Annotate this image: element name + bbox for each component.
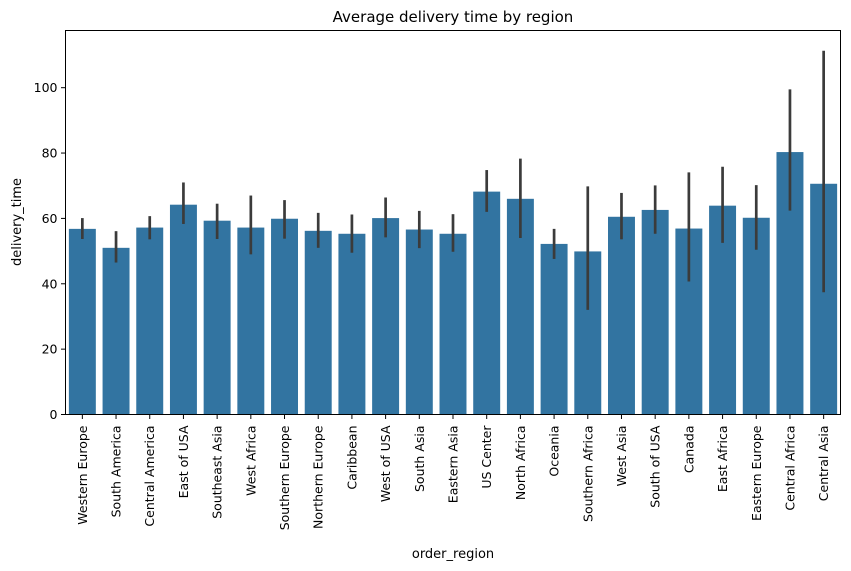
y-tick-label: 100	[34, 80, 58, 95]
x-tick-label: Eastern Asia	[446, 426, 461, 504]
bar	[742, 217, 770, 415]
x-tick-label: North Africa	[513, 426, 528, 501]
bar	[68, 228, 96, 415]
x-tick-label: East of USA	[176, 425, 191, 498]
x-tick-label: Canada	[681, 426, 696, 474]
x-tick-label: Southeast Asia	[210, 426, 225, 519]
y-tick-label: 20	[42, 342, 58, 357]
bar	[372, 218, 400, 415]
x-tick-label: US Center	[479, 425, 494, 489]
plot-frame	[65, 30, 841, 415]
x-tick-label: West Africa	[243, 426, 258, 496]
x-tick-label: Central America	[142, 426, 157, 527]
x-axis: Western Europe South America Central Ameri…	[75, 414, 831, 530]
x-tick-label: Caribbean	[344, 426, 359, 490]
y-axis-label: delivery_time	[10, 178, 25, 266]
x-tick-label: South America	[109, 426, 124, 518]
x-tick-label: Oceania	[547, 426, 562, 477]
x-tick-label: Northern Europe	[311, 425, 326, 529]
x-tick-label: West Asia	[614, 426, 629, 487]
bar	[473, 191, 501, 415]
bar	[405, 229, 433, 415]
bar	[169, 204, 197, 415]
chart-title: Average delivery time by region	[333, 8, 574, 26]
x-axis-label: order_region	[412, 547, 494, 562]
bar	[540, 243, 568, 415]
x-tick-label: West of USA	[378, 425, 393, 502]
x-tick-label: Central Asia	[816, 426, 831, 502]
x-tick-label: East Africa	[715, 426, 730, 493]
x-tick-label: Western Europe	[75, 425, 90, 525]
bar	[608, 216, 635, 415]
bar	[338, 233, 366, 415]
bar	[271, 218, 298, 415]
x-tick-label: Southern Europe	[277, 425, 292, 530]
x-tick-label: Southern Africa	[580, 426, 595, 522]
bar	[102, 247, 130, 415]
bar	[237, 227, 265, 415]
x-tick-label: Central Africa	[782, 426, 797, 511]
y-tick-label: 0	[50, 407, 58, 422]
bar	[136, 227, 164, 415]
bars-layer	[68, 152, 838, 415]
bar	[641, 209, 669, 415]
x-tick-label: Eastern Europe	[749, 425, 764, 521]
bar	[203, 220, 231, 415]
y-tick-label: 60	[42, 211, 58, 226]
y-tick-label: 80	[42, 146, 58, 161]
errorbars-layer	[80, 50, 826, 310]
x-tick-label: South of USA	[648, 425, 663, 508]
x-tick-label: South Asia	[412, 426, 427, 493]
y-axis: 0 20 40 60 80 100	[34, 80, 66, 422]
y-tick-label: 40	[42, 276, 58, 291]
bar	[439, 233, 467, 415]
bar	[304, 230, 332, 415]
